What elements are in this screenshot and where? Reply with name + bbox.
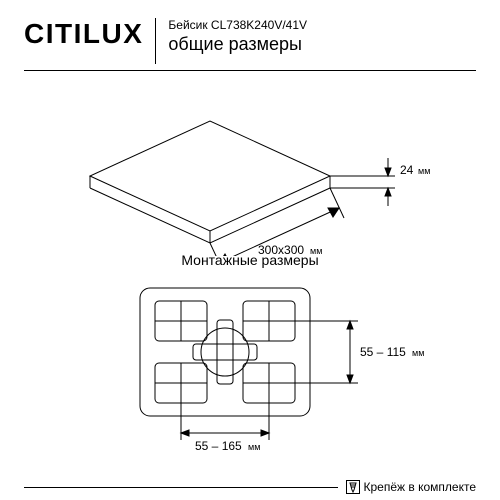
header-right: Бейсик CL738K240V/41V общие размеры — [168, 18, 476, 55]
header-rule — [24, 70, 476, 71]
screw-icon — [346, 480, 360, 494]
footer-note: Крепёж в комплекте — [346, 480, 476, 494]
mount-v-value: 55 – 115 — [360, 345, 406, 359]
footer-text: Крепёж в комплекте — [364, 480, 476, 494]
diagram-stage: 24 мм 300x300 мм Монтажные размеры — [0, 76, 500, 470]
mount-v-unit: мм — [412, 348, 424, 358]
mount-h-unit: мм — [248, 442, 260, 452]
header: CITILUX Бейсик CL738K240V/41V общие разм… — [0, 0, 500, 70]
brand-logo: CITILUX — [24, 18, 143, 50]
mount-diagram: 55 – 115 мм 55 – 165 мм — [0, 268, 500, 458]
mount-title: Монтажные размеры — [0, 252, 500, 268]
height-value: 24 — [400, 163, 414, 177]
subtitle: общие размеры — [168, 34, 476, 55]
panel-diagram: 24 мм 300x300 мм — [0, 76, 500, 256]
mount-h-value: 55 – 165 — [195, 439, 242, 453]
footer: Крепёж в комплекте — [24, 480, 476, 494]
header-divider — [155, 18, 156, 64]
model-label: Бейсик CL738K240V/41V — [168, 18, 476, 32]
footer-rule — [24, 487, 338, 488]
height-unit: мм — [418, 166, 430, 176]
